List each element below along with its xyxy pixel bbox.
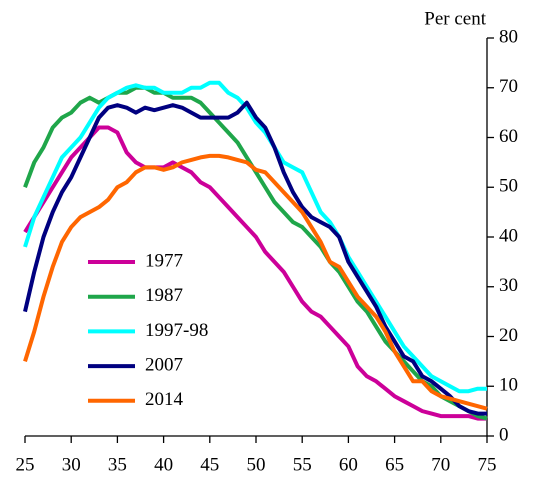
- y-tick-label: 80: [499, 26, 518, 47]
- series-line: [23, 125, 487, 421]
- legend-label: 2014: [145, 389, 184, 410]
- legend-label: 2007: [145, 354, 183, 375]
- series-line: [23, 153, 488, 411]
- legend-label: 1987: [145, 285, 183, 306]
- y-tick-label: 60: [499, 126, 518, 147]
- x-tick-label: 70: [431, 454, 450, 475]
- y-tick-label: 40: [499, 225, 518, 246]
- y-tick-label: 10: [499, 375, 518, 396]
- legend-label: 1977: [145, 250, 183, 271]
- x-tick-label: 30: [62, 454, 81, 475]
- x-tick-label: 60: [339, 454, 358, 475]
- legend-label: 1997-98: [145, 320, 208, 341]
- series-line: [23, 100, 487, 416]
- x-tick-label: 35: [108, 454, 127, 475]
- y-tick-label: 20: [499, 325, 518, 346]
- y-tick-label: 70: [499, 76, 518, 97]
- x-tick-label: 65: [385, 454, 404, 475]
- x-tick-label: 50: [247, 454, 266, 475]
- x-tick-label: 55: [293, 454, 312, 475]
- series-line: [23, 80, 487, 394]
- y-tick-label: 0: [499, 424, 509, 445]
- x-tick-label: 25: [16, 454, 35, 475]
- x-tick-label: 40: [154, 454, 173, 475]
- y-tick-label: 30: [499, 275, 518, 296]
- series-line: [23, 85, 488, 421]
- x-tick-label: 75: [478, 454, 497, 475]
- y-tick-label: 50: [499, 176, 518, 197]
- x-tick-label: 45: [200, 454, 219, 475]
- y-axis-label: Per cent: [424, 8, 486, 29]
